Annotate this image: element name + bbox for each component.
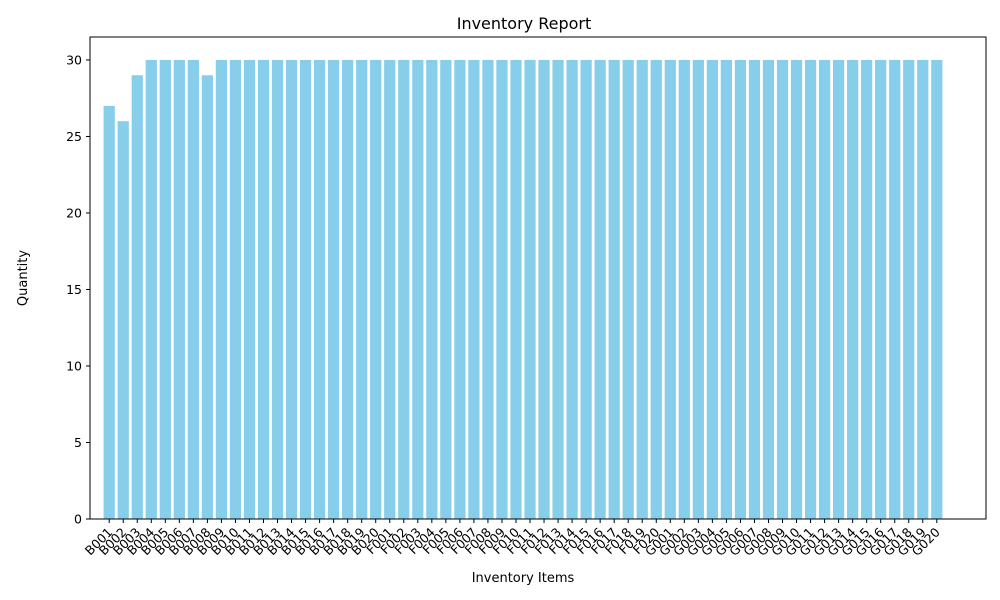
bar-F013 <box>552 59 564 519</box>
bar-B003 <box>131 75 143 519</box>
bar-G003 <box>692 59 704 519</box>
bar-B007 <box>187 59 199 519</box>
bar-F011 <box>524 59 536 519</box>
y-tick-label: 10 <box>66 358 82 373</box>
bar-B001 <box>103 105 115 520</box>
bar-B006 <box>173 59 185 519</box>
y-tick-label: 5 <box>74 435 82 450</box>
bar-F007 <box>468 59 480 519</box>
x-axis: B001B002B003B004B005B006B007B008B009B010… <box>82 519 943 559</box>
bar-G018 <box>903 59 915 519</box>
bar-G008 <box>762 59 775 519</box>
bar-F001 <box>384 59 396 519</box>
bar-B015 <box>299 59 312 519</box>
bar-F017 <box>608 59 620 519</box>
bar-B005 <box>159 59 171 519</box>
bar-F005 <box>440 59 452 519</box>
bar-B002 <box>117 121 129 519</box>
bar-B016 <box>314 59 326 519</box>
bar-G015 <box>861 59 873 519</box>
bar-G010 <box>790 59 803 519</box>
y-tick-label: 20 <box>66 205 82 220</box>
bar-G007 <box>748 59 761 519</box>
bar-B019 <box>356 59 368 519</box>
bar-F012 <box>538 59 550 519</box>
plot-frame <box>89 36 987 520</box>
bar-F009 <box>496 59 508 519</box>
bar-G009 <box>776 59 789 519</box>
bar-G011 <box>804 59 817 519</box>
y-axis: 0 5 10 15 20 25 30 <box>66 52 90 527</box>
bar-G020 <box>931 59 943 519</box>
bar-B017 <box>328 59 340 519</box>
bar-F018 <box>622 59 634 519</box>
y-tick-label: 15 <box>66 282 82 297</box>
bars-group <box>103 59 943 520</box>
bar-F020 <box>650 59 662 519</box>
bar-F003 <box>412 59 424 519</box>
bar-F016 <box>594 59 606 519</box>
bar-B018 <box>342 59 354 519</box>
bar-G006 <box>734 59 747 519</box>
bar-B010 <box>229 59 242 519</box>
bar-B020 <box>370 59 382 519</box>
bar-G001 <box>664 59 676 519</box>
bar-G016 <box>875 59 887 519</box>
bar-F014 <box>566 59 578 519</box>
x-axis-label: Inventory Items <box>472 571 575 586</box>
chart-title: Inventory Report <box>457 14 592 33</box>
bar-F002 <box>398 59 410 519</box>
bar-F019 <box>636 59 648 519</box>
bar-B012 <box>257 59 270 519</box>
bar-G014 <box>847 59 859 519</box>
bar-G019 <box>917 59 929 519</box>
bar-G002 <box>678 59 690 519</box>
y-tick-label: 25 <box>66 129 82 144</box>
bar-B013 <box>271 59 284 519</box>
bar-G005 <box>720 59 732 519</box>
bar-F015 <box>580 59 592 519</box>
bar-G004 <box>706 59 718 519</box>
bar-B009 <box>215 59 228 519</box>
y-tick-label: 0 <box>74 512 82 527</box>
bar-G012 <box>818 59 831 519</box>
bar-F006 <box>454 59 466 519</box>
bar-B008 <box>201 75 213 519</box>
y-axis-label: Quantity <box>16 250 31 306</box>
bar-B004 <box>145 59 157 519</box>
bar-F004 <box>426 59 438 519</box>
bar-G013 <box>833 59 845 519</box>
bar-B014 <box>285 59 298 519</box>
y-tick-label: 30 <box>66 52 82 67</box>
bar-F008 <box>482 59 494 519</box>
bar-F010 <box>510 59 522 519</box>
bar-G017 <box>889 59 901 519</box>
bar-B011 <box>243 59 256 519</box>
